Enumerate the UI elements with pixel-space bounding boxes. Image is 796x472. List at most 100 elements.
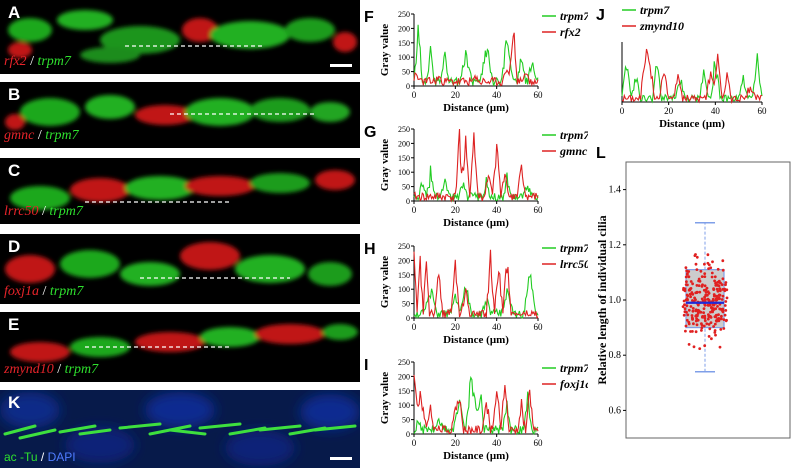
- data-point: [721, 259, 725, 263]
- green-label: trpm7: [45, 128, 79, 143]
- profile-plot-i: I 0 20 40 60 0 50 100 150 200 250 Distance (μm) Gray…: [364, 357, 588, 462]
- y-tick-label: 250: [398, 10, 410, 19]
- data-point: [720, 314, 723, 318]
- x-tick-label: 20: [664, 106, 674, 116]
- panel-caption: rfx2 / trpm7: [4, 54, 71, 69]
- data-point: [724, 281, 728, 284]
- data-point: [712, 307, 716, 311]
- data-point: [691, 299, 694, 302]
- green-label: trpm7: [49, 204, 83, 219]
- x-axis-label: Distance (μm): [443, 334, 509, 346]
- data-point: [682, 313, 686, 317]
- micrograph-d: D foxj1a / trpm7: [0, 234, 360, 304]
- panel-letter: A: [8, 3, 21, 22]
- legend-label: trpm7: [560, 9, 588, 23]
- data-point: [707, 304, 711, 307]
- x-tick-label: 40: [492, 90, 502, 100]
- panel-caption: zmynd10 / trpm7: [4, 362, 99, 377]
- data-point: [713, 322, 717, 326]
- acetylated-tubulin-label: ac -Tu: [4, 450, 38, 464]
- data-point: [685, 280, 688, 284]
- legend-label: zmynd10: [639, 19, 684, 33]
- data-point: [724, 283, 727, 287]
- plot-letter: F: [364, 9, 374, 26]
- y-tick-label: 100: [398, 401, 410, 410]
- data-point: [689, 305, 693, 308]
- x-tick-label: 40: [492, 438, 502, 448]
- micrograph-c: C lrrc50 / trpm7: [0, 158, 360, 224]
- data-point: [699, 269, 703, 273]
- data-point: [719, 328, 723, 331]
- data-point: [696, 303, 700, 307]
- data-point: [703, 319, 707, 323]
- x-tick-label: 0: [412, 322, 417, 332]
- data-point: [690, 314, 694, 317]
- data-point: [706, 317, 710, 321]
- panel-caption: gmnc / trpm7: [4, 128, 79, 143]
- data-point: [703, 275, 707, 278]
- micrograph-b: B gmnc / trpm7: [0, 82, 360, 148]
- y-tick-label: 250: [398, 242, 410, 251]
- data-point: [695, 323, 699, 327]
- data-point: [684, 266, 688, 269]
- data-point: [697, 309, 701, 313]
- x-axis-label: Distance (μm): [443, 102, 509, 114]
- data-point: [709, 310, 712, 314]
- data-point: [717, 313, 720, 317]
- legend-label: gmnc: [559, 144, 588, 158]
- data-point: [691, 292, 695, 296]
- panel-letter: D: [8, 237, 21, 256]
- box-plot-l: L 0.6 0.8 1.0 1.2 1.4 Relative length of indiv…: [595, 145, 791, 439]
- profile-plot-f: F 0 20 40 60 0 50 100 150 200 250 Distance (μm) Gray…: [364, 9, 588, 114]
- data-point: [703, 299, 706, 302]
- series-trpm7-line: [413, 375, 539, 436]
- data-point: [713, 294, 717, 298]
- data-point: [691, 318, 694, 321]
- profile-plot-h: H 0 20 40 60 0 50 100 150 200 250 Distance (μm) Gray…: [364, 241, 588, 346]
- x-axis-label: Distance (μm): [443, 217, 509, 229]
- data-point: [721, 268, 725, 272]
- series-marker-line: [413, 32, 539, 87]
- data-point: [703, 314, 707, 318]
- data-point: [687, 343, 691, 346]
- data-point: [707, 313, 710, 316]
- y-tick-label: 100: [398, 285, 410, 294]
- data-point: [691, 309, 695, 313]
- data-point: [695, 268, 699, 271]
- data-point: [695, 255, 699, 259]
- data-point: [700, 285, 704, 288]
- data-point: [708, 314, 712, 318]
- data-point: [716, 289, 720, 293]
- y-axis-label: Gray value: [379, 256, 391, 308]
- legend-label: lrrc50: [560, 257, 588, 271]
- data-point: [697, 279, 700, 283]
- data-point: [710, 337, 713, 341]
- data-point: [683, 310, 687, 314]
- y-tick-label: 1.4: [609, 185, 622, 196]
- data-point: [683, 307, 687, 311]
- data-point: [719, 317, 723, 321]
- profile-plot-j: J 0 20 40 60 Distance (μm) trpm7 zmynd10: [596, 3, 767, 130]
- series-marker-line: [621, 48, 763, 105]
- data-point: [703, 262, 706, 266]
- data-point: [682, 286, 685, 290]
- y-tick-label: 100: [398, 168, 410, 177]
- y-tick-label: 1.0: [609, 295, 622, 306]
- data-point: [718, 289, 722, 293]
- profile-plot-g: G 0 20 40 60 0 50 100 150 200 250 Distance (μm) Gray…: [364, 124, 588, 229]
- x-tick-label: 60: [534, 438, 544, 448]
- plot-letter: J: [596, 7, 605, 24]
- data-point: [691, 330, 694, 333]
- micrograph-e: E zmynd10 / trpm7: [0, 312, 360, 382]
- legend-label: trpm7: [560, 128, 588, 142]
- data-point: [707, 323, 711, 326]
- data-point: [703, 303, 707, 307]
- y-tick-label: 100: [398, 53, 410, 62]
- y-axis-label: Relative length of individual cilia: [595, 215, 609, 384]
- data-point: [685, 297, 689, 300]
- data-point: [685, 304, 689, 308]
- data-point: [715, 294, 719, 298]
- data-point: [687, 308, 691, 312]
- data-point: [713, 279, 716, 283]
- x-tick-label: 40: [492, 322, 502, 332]
